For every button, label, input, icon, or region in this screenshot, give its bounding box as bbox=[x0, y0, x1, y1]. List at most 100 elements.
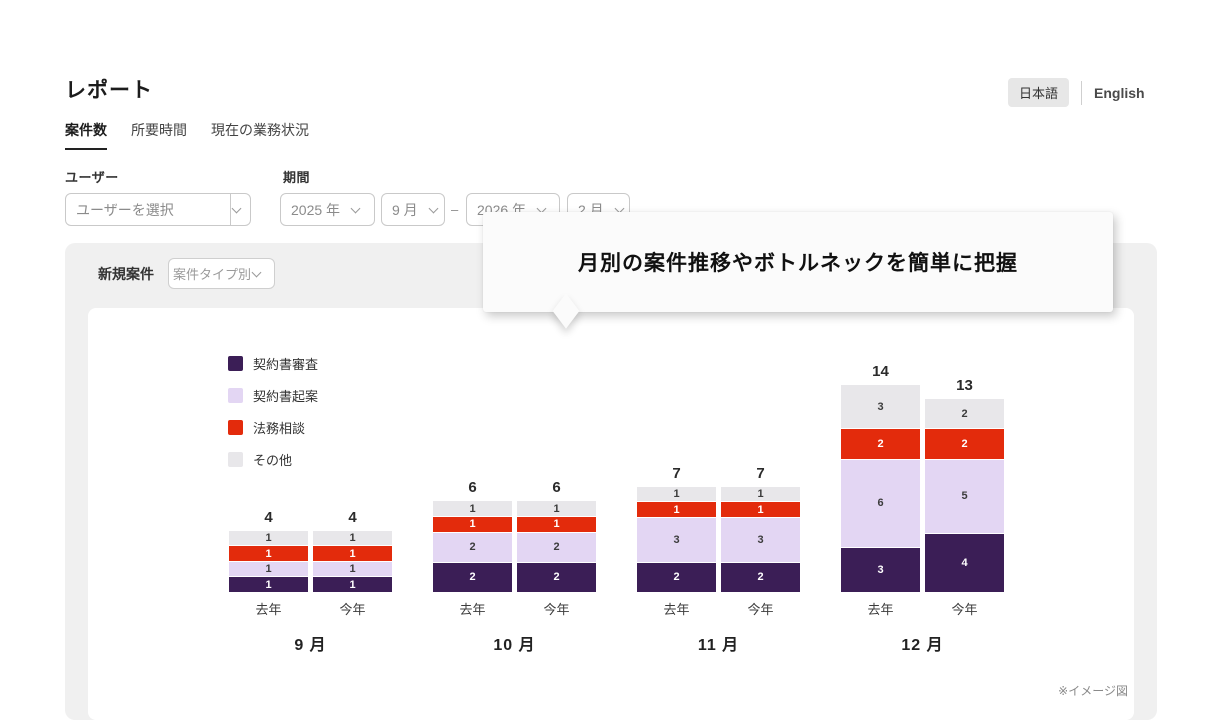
panel-title: 新規案件 bbox=[98, 265, 154, 282]
year-label: 今年 bbox=[543, 602, 570, 617]
bar-segment: 2 bbox=[925, 399, 1004, 429]
bar-total-label: 13 bbox=[956, 377, 973, 395]
legend-item: その他 bbox=[228, 450, 318, 469]
bar-segment: 3 bbox=[841, 548, 920, 592]
legend-item: 契約書審査 bbox=[228, 354, 318, 373]
chevron-down-icon bbox=[428, 203, 439, 213]
feature-tooltip: 月別の案件推移やボトルネックを簡単に把握 bbox=[483, 212, 1113, 329]
bar-segment: 2 bbox=[517, 562, 596, 592]
year-label: 去年 bbox=[663, 602, 690, 617]
legend-item: 契約書起案 bbox=[228, 386, 318, 405]
bar-total-label: 7 bbox=[672, 464, 681, 482]
bar-segment: 2 bbox=[517, 532, 596, 562]
language-toggle: 日本語 English bbox=[1008, 78, 1145, 107]
start-month-select[interactable]: 9 月 bbox=[381, 193, 445, 226]
month-label: 10 月 bbox=[493, 637, 536, 654]
legend-swatch bbox=[228, 388, 243, 403]
bar-segment: 1 bbox=[313, 530, 392, 546]
bar-segment: 1 bbox=[721, 486, 800, 502]
bar-segment: 2 bbox=[433, 562, 512, 592]
panel-header: 新規案件 案件タイプ別 bbox=[98, 258, 276, 289]
user-select[interactable]: ユーザーを選択 bbox=[65, 193, 251, 226]
legend-label: その他 bbox=[253, 453, 293, 468]
bar-segment: 3 bbox=[841, 384, 920, 429]
user-select-placeholder: ユーザーを選択 bbox=[76, 201, 174, 218]
start-year-value: 2025 年 bbox=[291, 201, 341, 218]
bar-segment: 6 bbox=[841, 459, 920, 548]
month-label: 9 月 bbox=[294, 637, 327, 654]
month-label: 12 月 bbox=[901, 637, 944, 654]
start-month-value: 9 月 bbox=[392, 201, 418, 218]
bar-total-label: 7 bbox=[756, 464, 765, 482]
chevron-down-icon bbox=[251, 267, 262, 277]
bar-segment: 1 bbox=[433, 517, 512, 532]
period-range-separator: – bbox=[451, 202, 459, 217]
legend-label: 法務相談 bbox=[253, 421, 306, 436]
bar-segment: 3 bbox=[721, 518, 800, 562]
bar-segment: 1 bbox=[433, 501, 512, 517]
bar-segment: 1 bbox=[517, 517, 596, 532]
case-type-value: 案件タイプ別 bbox=[173, 267, 252, 282]
month-label: 11 月 bbox=[697, 637, 740, 654]
lang-divider bbox=[1081, 80, 1083, 105]
year-label: 去年 bbox=[867, 602, 894, 617]
bar-segment: 1 bbox=[229, 561, 308, 577]
image-note: ※イメージ図 bbox=[1058, 684, 1128, 698]
legend-item: 法務相談 bbox=[228, 418, 318, 437]
year-label: 去年 bbox=[255, 602, 282, 617]
case-type-select[interactable]: 案件タイプ別 bbox=[168, 258, 276, 289]
bar-segment: 1 bbox=[313, 546, 392, 561]
bar-segment: 1 bbox=[313, 577, 392, 592]
chart-legend: 契約書審査 契約書起案 法務相談 その他 bbox=[228, 354, 318, 482]
bar-segment: 2 bbox=[637, 562, 716, 592]
bar-total-label: 4 bbox=[348, 508, 357, 526]
tab-case-count[interactable]: 案件数 bbox=[65, 120, 107, 150]
bar-segment: 2 bbox=[433, 532, 512, 562]
bar-total-label: 6 bbox=[552, 479, 561, 497]
tab-required-time[interactable]: 所要時間 bbox=[131, 122, 187, 138]
year-label: 去年 bbox=[459, 602, 486, 617]
bar-total-label: 6 bbox=[468, 479, 477, 497]
month-group: 4 1 1 1 1 4 1 1 1 1 去年 今年 9 月 bbox=[229, 509, 392, 655]
bar-segment: 1 bbox=[637, 486, 716, 502]
lang-japanese-button[interactable]: 日本語 bbox=[1008, 78, 1070, 107]
year-label: 今年 bbox=[339, 602, 366, 617]
new-cases-panel: 新規案件 案件タイプ別 契約書審査 契約書起案 法務相談 bbox=[65, 243, 1157, 720]
bar-segment: 1 bbox=[229, 546, 308, 561]
bar-segment: 1 bbox=[229, 577, 308, 592]
page-title: レポート bbox=[65, 79, 153, 102]
chevron-down-icon bbox=[231, 203, 242, 213]
bar-total-label: 14 bbox=[872, 362, 889, 380]
start-year-select[interactable]: 2025 年 bbox=[280, 193, 375, 226]
month-group: 7 1 1 3 2 7 1 1 3 2 去年 今年 11 月 bbox=[637, 465, 800, 655]
bar-segment: 1 bbox=[517, 501, 596, 517]
period-filter-label: 期間 bbox=[283, 170, 311, 185]
bar-segment: 1 bbox=[229, 530, 308, 546]
bar-total-label: 4 bbox=[264, 508, 273, 526]
bar-segment: 2 bbox=[721, 562, 800, 592]
legend-swatch bbox=[228, 452, 243, 467]
bar-segment: 2 bbox=[841, 429, 920, 459]
bar-segment: 1 bbox=[313, 561, 392, 577]
legend-swatch bbox=[228, 420, 243, 435]
year-label: 今年 bbox=[951, 602, 978, 617]
lang-english-button[interactable]: English bbox=[1094, 84, 1145, 101]
bar-segment: 1 bbox=[637, 502, 716, 518]
tab-current-status[interactable]: 現在の業務状況 bbox=[211, 122, 309, 138]
chevron-down-icon bbox=[350, 203, 361, 213]
user-filter-label: ユーザー bbox=[65, 170, 119, 185]
month-group: 14 3 2 6 3 13 2 2 5 4 去年 今年 12 月 bbox=[841, 363, 1004, 655]
bar-segment: 5 bbox=[925, 459, 1004, 533]
legend-label: 契約書起案 bbox=[253, 389, 319, 404]
bar-segment: 4 bbox=[925, 533, 1004, 592]
report-tabs: 案件数 所要時間 現在の業務状況 bbox=[65, 120, 309, 150]
legend-label: 契約書審査 bbox=[253, 357, 319, 372]
